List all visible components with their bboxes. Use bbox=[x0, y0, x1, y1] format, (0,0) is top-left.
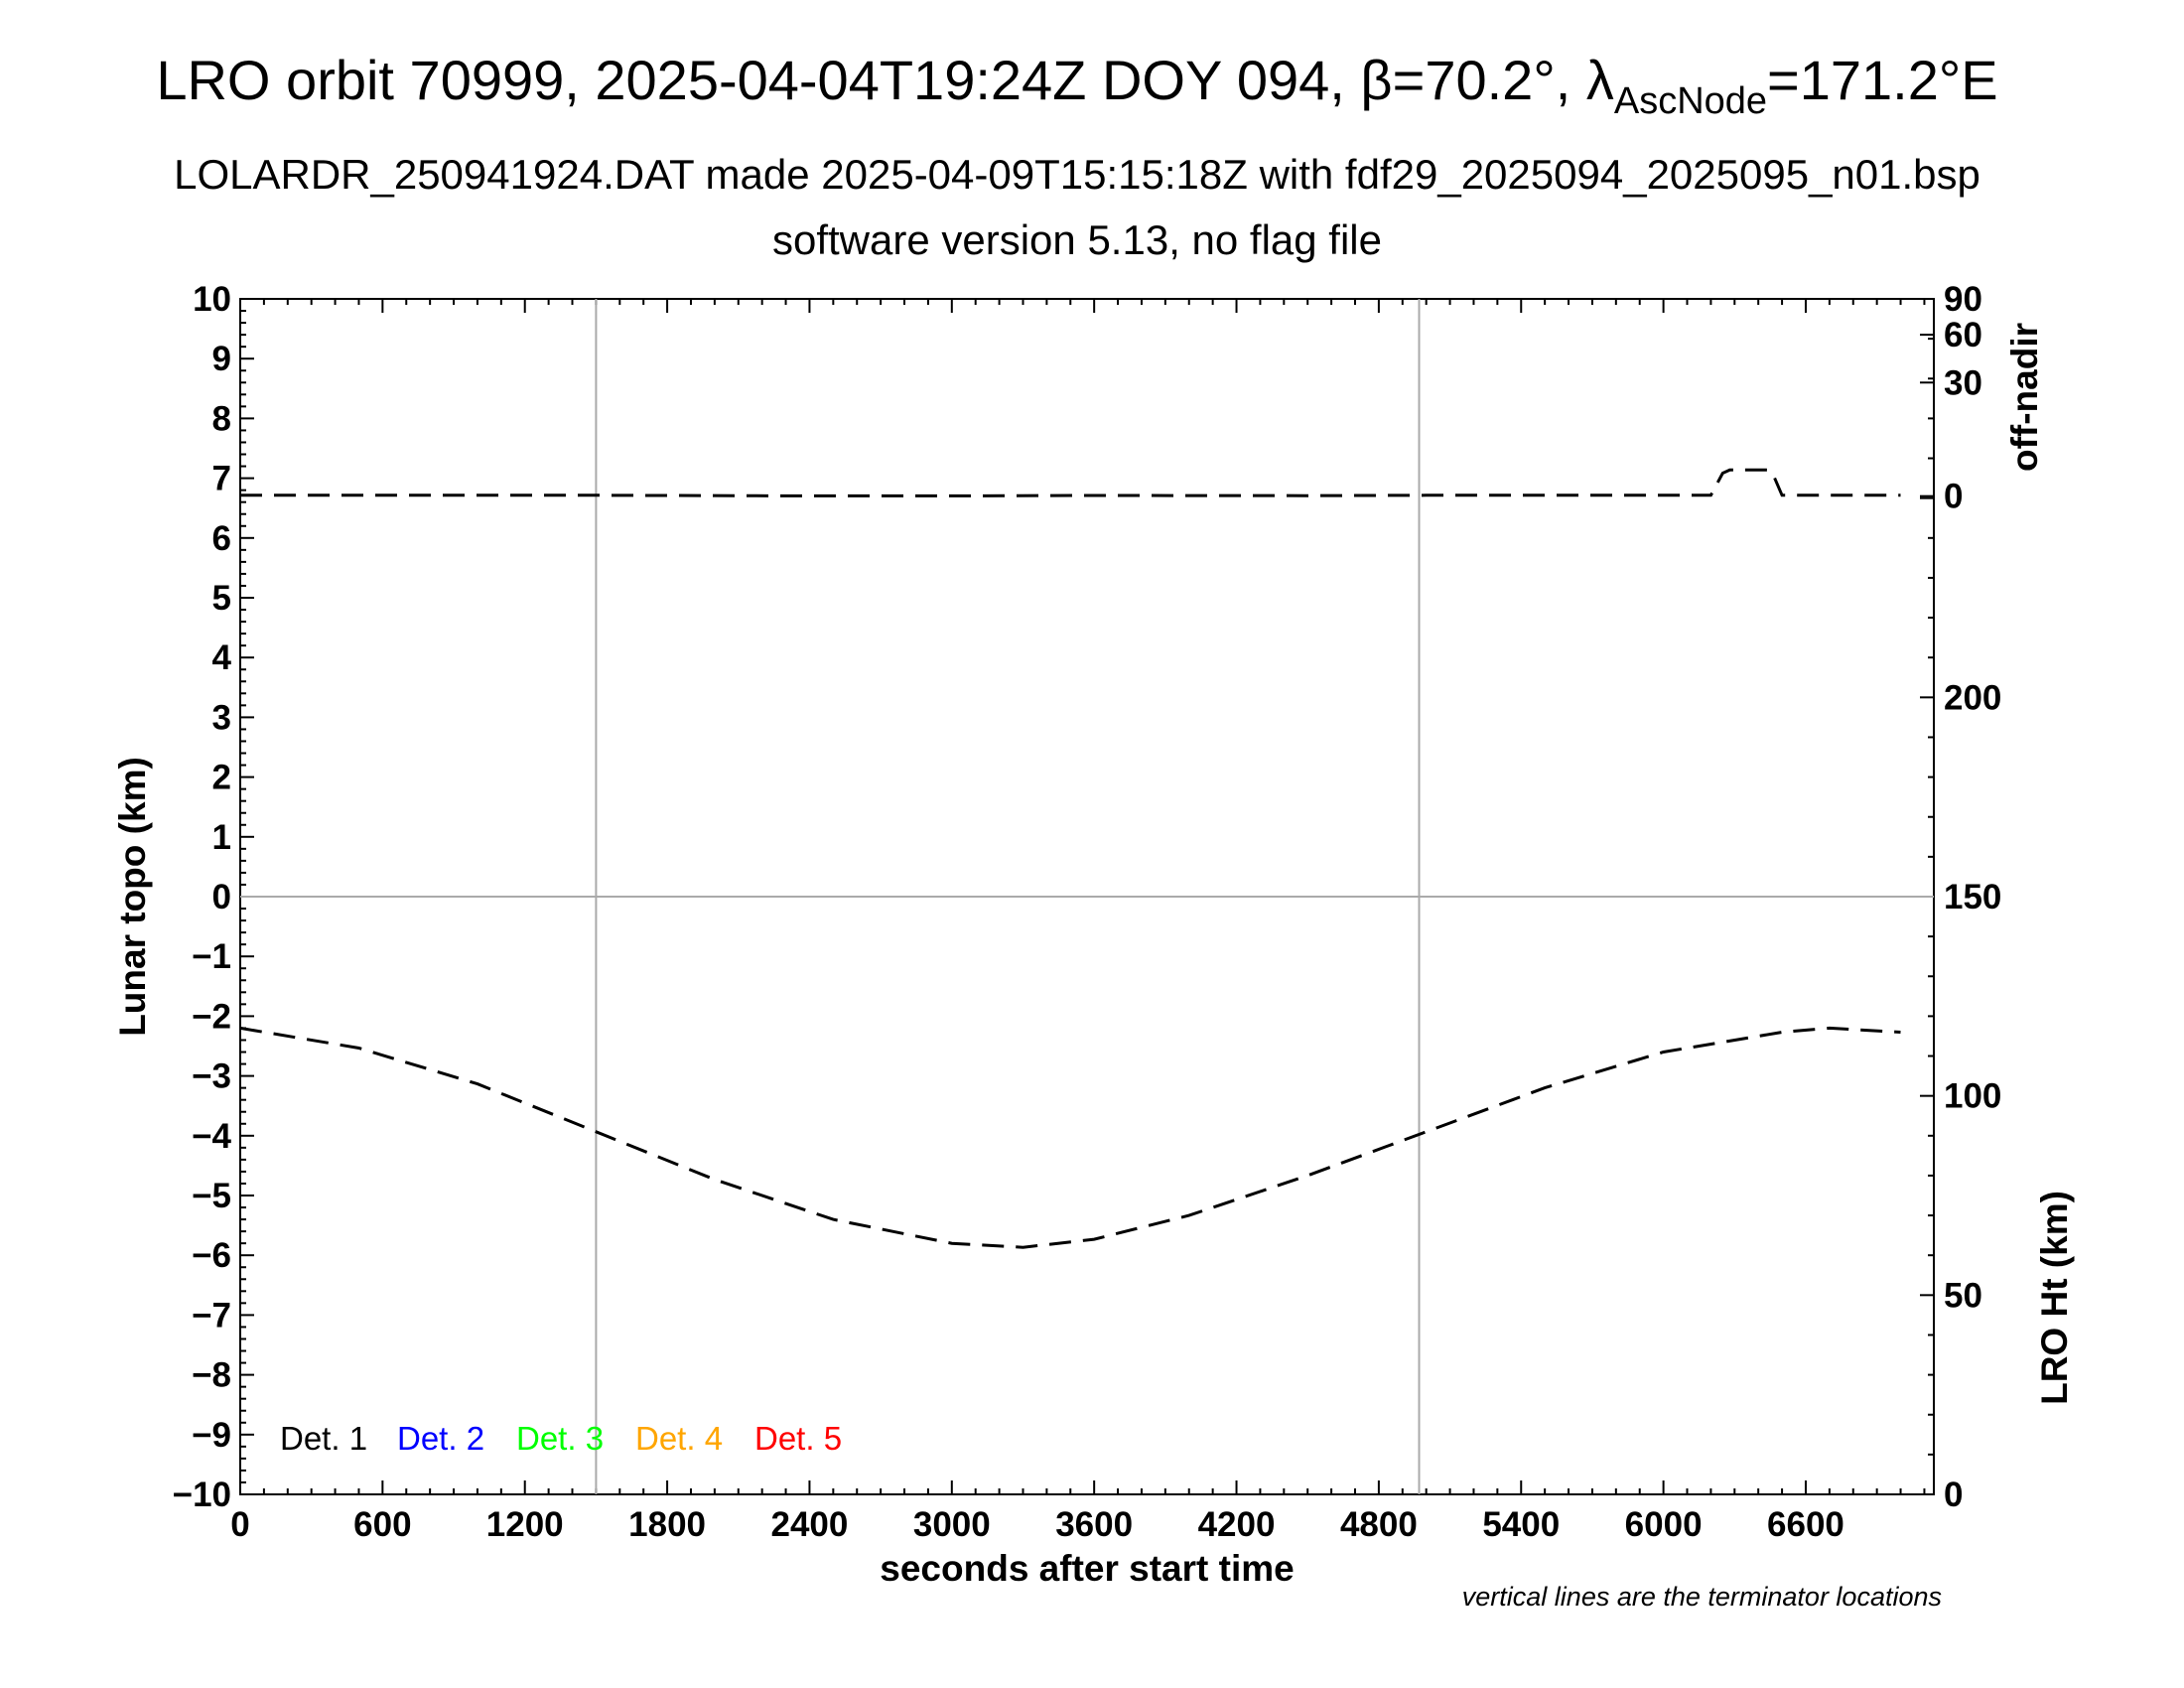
y-left-tick-label: 10 bbox=[193, 280, 231, 319]
ht-tick-label: 0 bbox=[1944, 1476, 1963, 1514]
x-tick-label: 0 bbox=[230, 1505, 249, 1544]
y-left-tick-label: −9 bbox=[192, 1416, 231, 1455]
x-tick-label: 3600 bbox=[1055, 1505, 1133, 1544]
y-left-tick-label: 9 bbox=[212, 340, 231, 378]
x-tick-label: 1200 bbox=[486, 1505, 564, 1544]
y-left-tick-label: −8 bbox=[192, 1356, 231, 1395]
footnote: vertical lines are the terminator locati… bbox=[1462, 1582, 1942, 1612]
y-left-tick-label: −6 bbox=[192, 1236, 231, 1275]
terminator-lines bbox=[595, 299, 1421, 1494]
ht-tick-label: 200 bbox=[1944, 678, 2001, 717]
y-left-tick-label: −4 bbox=[192, 1117, 231, 1156]
x-tick-label: 5400 bbox=[1482, 1505, 1560, 1544]
legend-entry: Det. 2 bbox=[397, 1420, 484, 1457]
y-left-tick-label: 5 bbox=[212, 579, 231, 618]
offnadir-tick-label: 60 bbox=[1944, 316, 1982, 354]
x-tick-label: 2400 bbox=[771, 1505, 849, 1544]
legend: Det. 1 Det. 2 Det. 3 Det. 4 Det. 5 bbox=[280, 1420, 842, 1457]
minor-ticks bbox=[239, 298, 1934, 1495]
x-tick-label: 4200 bbox=[1198, 1505, 1276, 1544]
offnadir-tick-label: 30 bbox=[1944, 363, 1982, 402]
ht-tick-label: 150 bbox=[1944, 878, 2001, 916]
x-tick-label: 4800 bbox=[1340, 1505, 1418, 1544]
y-left-tick-label: 4 bbox=[212, 638, 232, 677]
y-left-tick-label: −1 bbox=[192, 937, 231, 976]
y-left-tick-label: 2 bbox=[212, 759, 231, 797]
legend-entry: Det. 1 bbox=[280, 1420, 367, 1457]
offnadir-tick-label: 90 bbox=[1944, 280, 1982, 319]
x-tick-label: 6000 bbox=[1625, 1505, 1703, 1544]
y-left-tick-label: 7 bbox=[212, 460, 231, 498]
y-left-tick-label: −10 bbox=[173, 1476, 231, 1514]
y-left-tick-label: −7 bbox=[192, 1296, 231, 1335]
y-left-tick-label: −2 bbox=[192, 997, 231, 1036]
ht-tick-label: 100 bbox=[1944, 1077, 2001, 1116]
y-left-tick-label: 6 bbox=[212, 519, 231, 558]
y-left-tick-label: −5 bbox=[192, 1177, 231, 1215]
ht-tick-label: 50 bbox=[1944, 1276, 1982, 1315]
ht-tick-labels: 200 150 100 50 0 bbox=[1944, 678, 2001, 1514]
offnadir-axis-label: off-nadir bbox=[2004, 323, 2045, 472]
ht-axis-label: LRO Ht (km) bbox=[2034, 1191, 2075, 1405]
x-tick-label: 600 bbox=[353, 1505, 411, 1544]
y-left-tick-label: −3 bbox=[192, 1057, 231, 1096]
x-axis-label: seconds after start time bbox=[880, 1548, 1294, 1589]
chart-title: LRO orbit 70999, 2025-04-04T19:24Z DOY 0… bbox=[156, 49, 1997, 122]
offnadir-series-line bbox=[240, 468, 1901, 497]
series-group bbox=[239, 468, 1901, 1249]
chart-subtitle-file: LOLARDR_250941924.DAT made 2025-04-09T15… bbox=[174, 151, 1980, 198]
x-tick-label: 1800 bbox=[628, 1505, 706, 1544]
y-left-tick-label: 8 bbox=[212, 399, 231, 438]
lro-height-series-line bbox=[239, 1026, 1901, 1249]
legend-entry: Det. 5 bbox=[754, 1420, 842, 1457]
chart-subtitle-version: software version 5.13, no flag file bbox=[772, 216, 1382, 263]
x-tick-label: 3000 bbox=[913, 1505, 991, 1544]
y-left-axis-label: Lunar topo (km) bbox=[112, 757, 153, 1037]
y-left-tick-label: 3 bbox=[212, 698, 231, 737]
offnadir-tick-label: 0 bbox=[1944, 478, 1963, 516]
legend-entry: Det. 3 bbox=[516, 1420, 604, 1457]
x-tick-label: 6600 bbox=[1767, 1505, 1844, 1544]
y-left-tick-label: 0 bbox=[212, 878, 231, 916]
legend-entry: Det. 4 bbox=[635, 1420, 723, 1457]
y-left-tick-label: 1 bbox=[212, 818, 231, 857]
x-tick-labels: 0 600 1200 1800 2400 3000 3600 4200 4800 5400 6000… bbox=[230, 1505, 1844, 1544]
